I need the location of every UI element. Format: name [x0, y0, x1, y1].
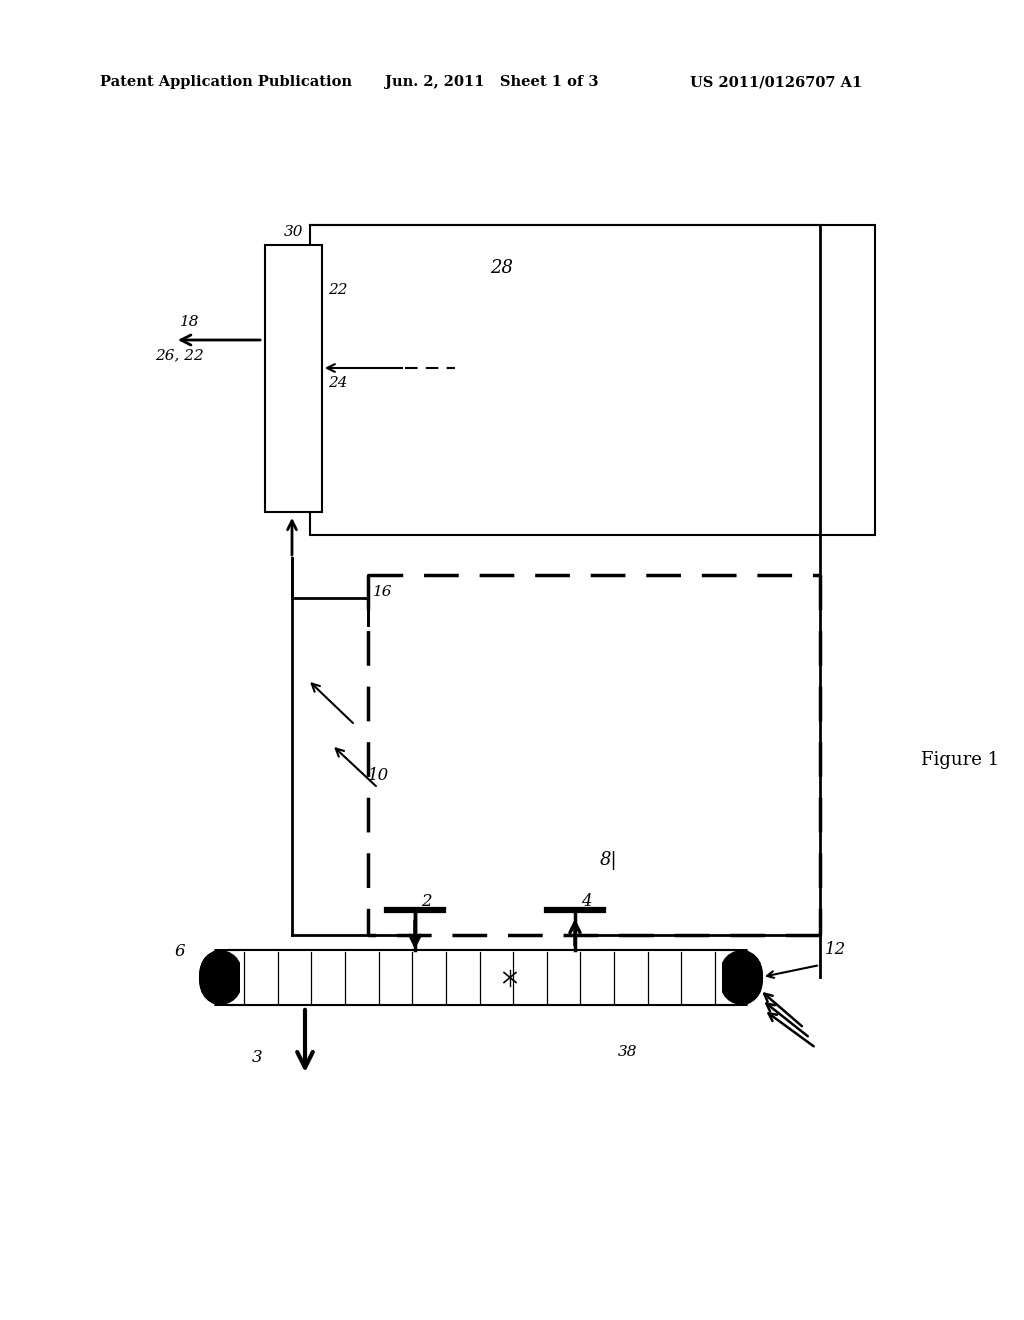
Text: 4: 4 [581, 894, 592, 911]
Text: 30: 30 [284, 224, 303, 239]
Text: Patent Application Publication: Patent Application Publication [100, 75, 352, 88]
Text: 14: 14 [298, 492, 317, 507]
Text: 22: 22 [328, 282, 347, 297]
Text: Figure 1: Figure 1 [921, 751, 999, 770]
Bar [265, 246, 322, 512]
Text: 24: 24 [328, 376, 347, 389]
FancyBboxPatch shape [200, 950, 762, 1005]
Text: 18: 18 [180, 315, 200, 329]
Text: Jun. 2, 2011   Sheet 1 of 3: Jun. 2, 2011 Sheet 1 of 3 [385, 75, 598, 88]
Text: US 2011/0126707 A1: US 2011/0126707 A1 [690, 75, 862, 88]
Text: 8|: 8| [600, 850, 617, 870]
Text: 6: 6 [175, 944, 185, 961]
Text: 2: 2 [421, 894, 432, 911]
Text: 16: 16 [373, 585, 392, 599]
Bar [310, 224, 874, 535]
Text: 12: 12 [825, 941, 846, 958]
FancyBboxPatch shape [200, 950, 242, 1005]
Text: 28: 28 [490, 259, 513, 277]
Text: 10: 10 [368, 767, 389, 784]
Text: 26, 22: 26, 22 [155, 348, 204, 362]
Text: 3: 3 [252, 1049, 262, 1067]
Text: 38: 38 [618, 1045, 638, 1059]
Bar [240, 950, 722, 1005]
FancyBboxPatch shape [720, 950, 762, 1005]
